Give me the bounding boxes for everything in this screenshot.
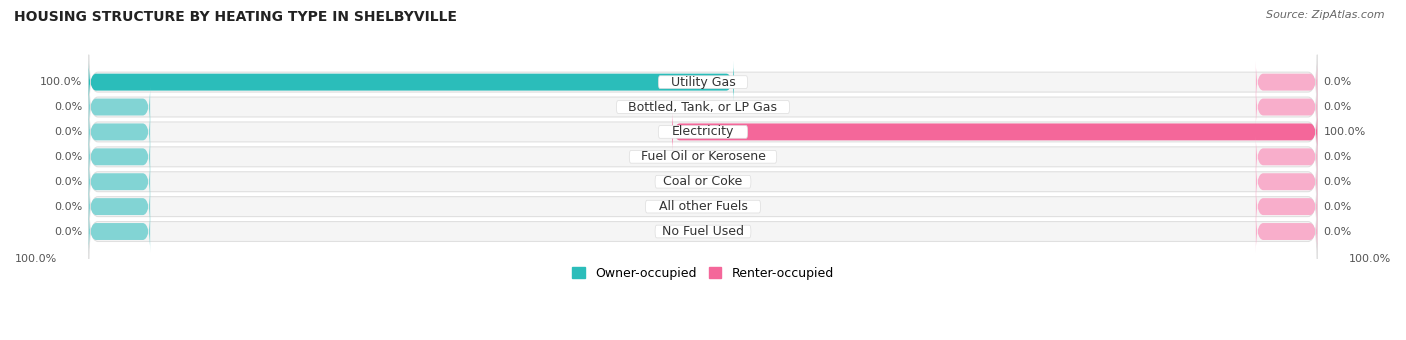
Text: 0.0%: 0.0% [55, 152, 83, 162]
Text: 0.0%: 0.0% [1323, 226, 1351, 237]
Text: Coal or Coke: Coal or Coke [664, 175, 742, 188]
FancyBboxPatch shape [89, 154, 1317, 209]
FancyBboxPatch shape [89, 104, 1317, 159]
FancyBboxPatch shape [89, 210, 150, 253]
Text: Utility Gas: Utility Gas [671, 75, 735, 89]
Text: Source: ZipAtlas.com: Source: ZipAtlas.com [1267, 10, 1385, 20]
Text: 0.0%: 0.0% [1323, 102, 1351, 112]
Text: 100.0%: 100.0% [41, 77, 83, 87]
FancyBboxPatch shape [89, 61, 734, 104]
FancyBboxPatch shape [89, 204, 1317, 259]
Text: 100.0%: 100.0% [1348, 254, 1391, 264]
FancyBboxPatch shape [89, 80, 1317, 134]
Legend: Owner-occupied, Renter-occupied: Owner-occupied, Renter-occupied [572, 267, 834, 279]
Text: All other Fuels: All other Fuels [658, 200, 748, 213]
Text: 0.0%: 0.0% [1323, 202, 1351, 211]
Text: 0.0%: 0.0% [55, 202, 83, 211]
FancyBboxPatch shape [655, 175, 751, 188]
FancyBboxPatch shape [1256, 135, 1317, 178]
FancyBboxPatch shape [89, 135, 150, 178]
Text: No Fuel Used: No Fuel Used [662, 225, 744, 238]
FancyBboxPatch shape [655, 225, 751, 238]
Text: 0.0%: 0.0% [55, 226, 83, 237]
FancyBboxPatch shape [645, 200, 761, 213]
FancyBboxPatch shape [89, 130, 1317, 184]
FancyBboxPatch shape [89, 55, 1317, 109]
Text: 0.0%: 0.0% [55, 102, 83, 112]
FancyBboxPatch shape [672, 110, 1317, 153]
Text: 0.0%: 0.0% [55, 127, 83, 137]
FancyBboxPatch shape [616, 101, 790, 113]
Text: Electricity: Electricity [672, 125, 734, 138]
FancyBboxPatch shape [1256, 61, 1317, 104]
FancyBboxPatch shape [1256, 160, 1317, 203]
FancyBboxPatch shape [1256, 210, 1317, 253]
FancyBboxPatch shape [658, 125, 748, 138]
Text: 0.0%: 0.0% [1323, 152, 1351, 162]
FancyBboxPatch shape [89, 179, 1317, 234]
FancyBboxPatch shape [89, 86, 150, 129]
Text: Bottled, Tank, or LP Gas: Bottled, Tank, or LP Gas [628, 101, 778, 114]
Text: 100.0%: 100.0% [15, 254, 58, 264]
FancyBboxPatch shape [1256, 185, 1317, 228]
FancyBboxPatch shape [89, 160, 150, 203]
FancyBboxPatch shape [89, 110, 150, 153]
Text: Fuel Oil or Kerosene: Fuel Oil or Kerosene [641, 150, 765, 163]
Text: HOUSING STRUCTURE BY HEATING TYPE IN SHELBYVILLE: HOUSING STRUCTURE BY HEATING TYPE IN SHE… [14, 10, 457, 24]
FancyBboxPatch shape [658, 76, 748, 88]
FancyBboxPatch shape [89, 185, 150, 228]
FancyBboxPatch shape [1256, 86, 1317, 129]
Text: 0.0%: 0.0% [1323, 177, 1351, 187]
FancyBboxPatch shape [630, 151, 776, 163]
Text: 0.0%: 0.0% [55, 177, 83, 187]
Text: 100.0%: 100.0% [1323, 127, 1365, 137]
Text: 0.0%: 0.0% [1323, 77, 1351, 87]
